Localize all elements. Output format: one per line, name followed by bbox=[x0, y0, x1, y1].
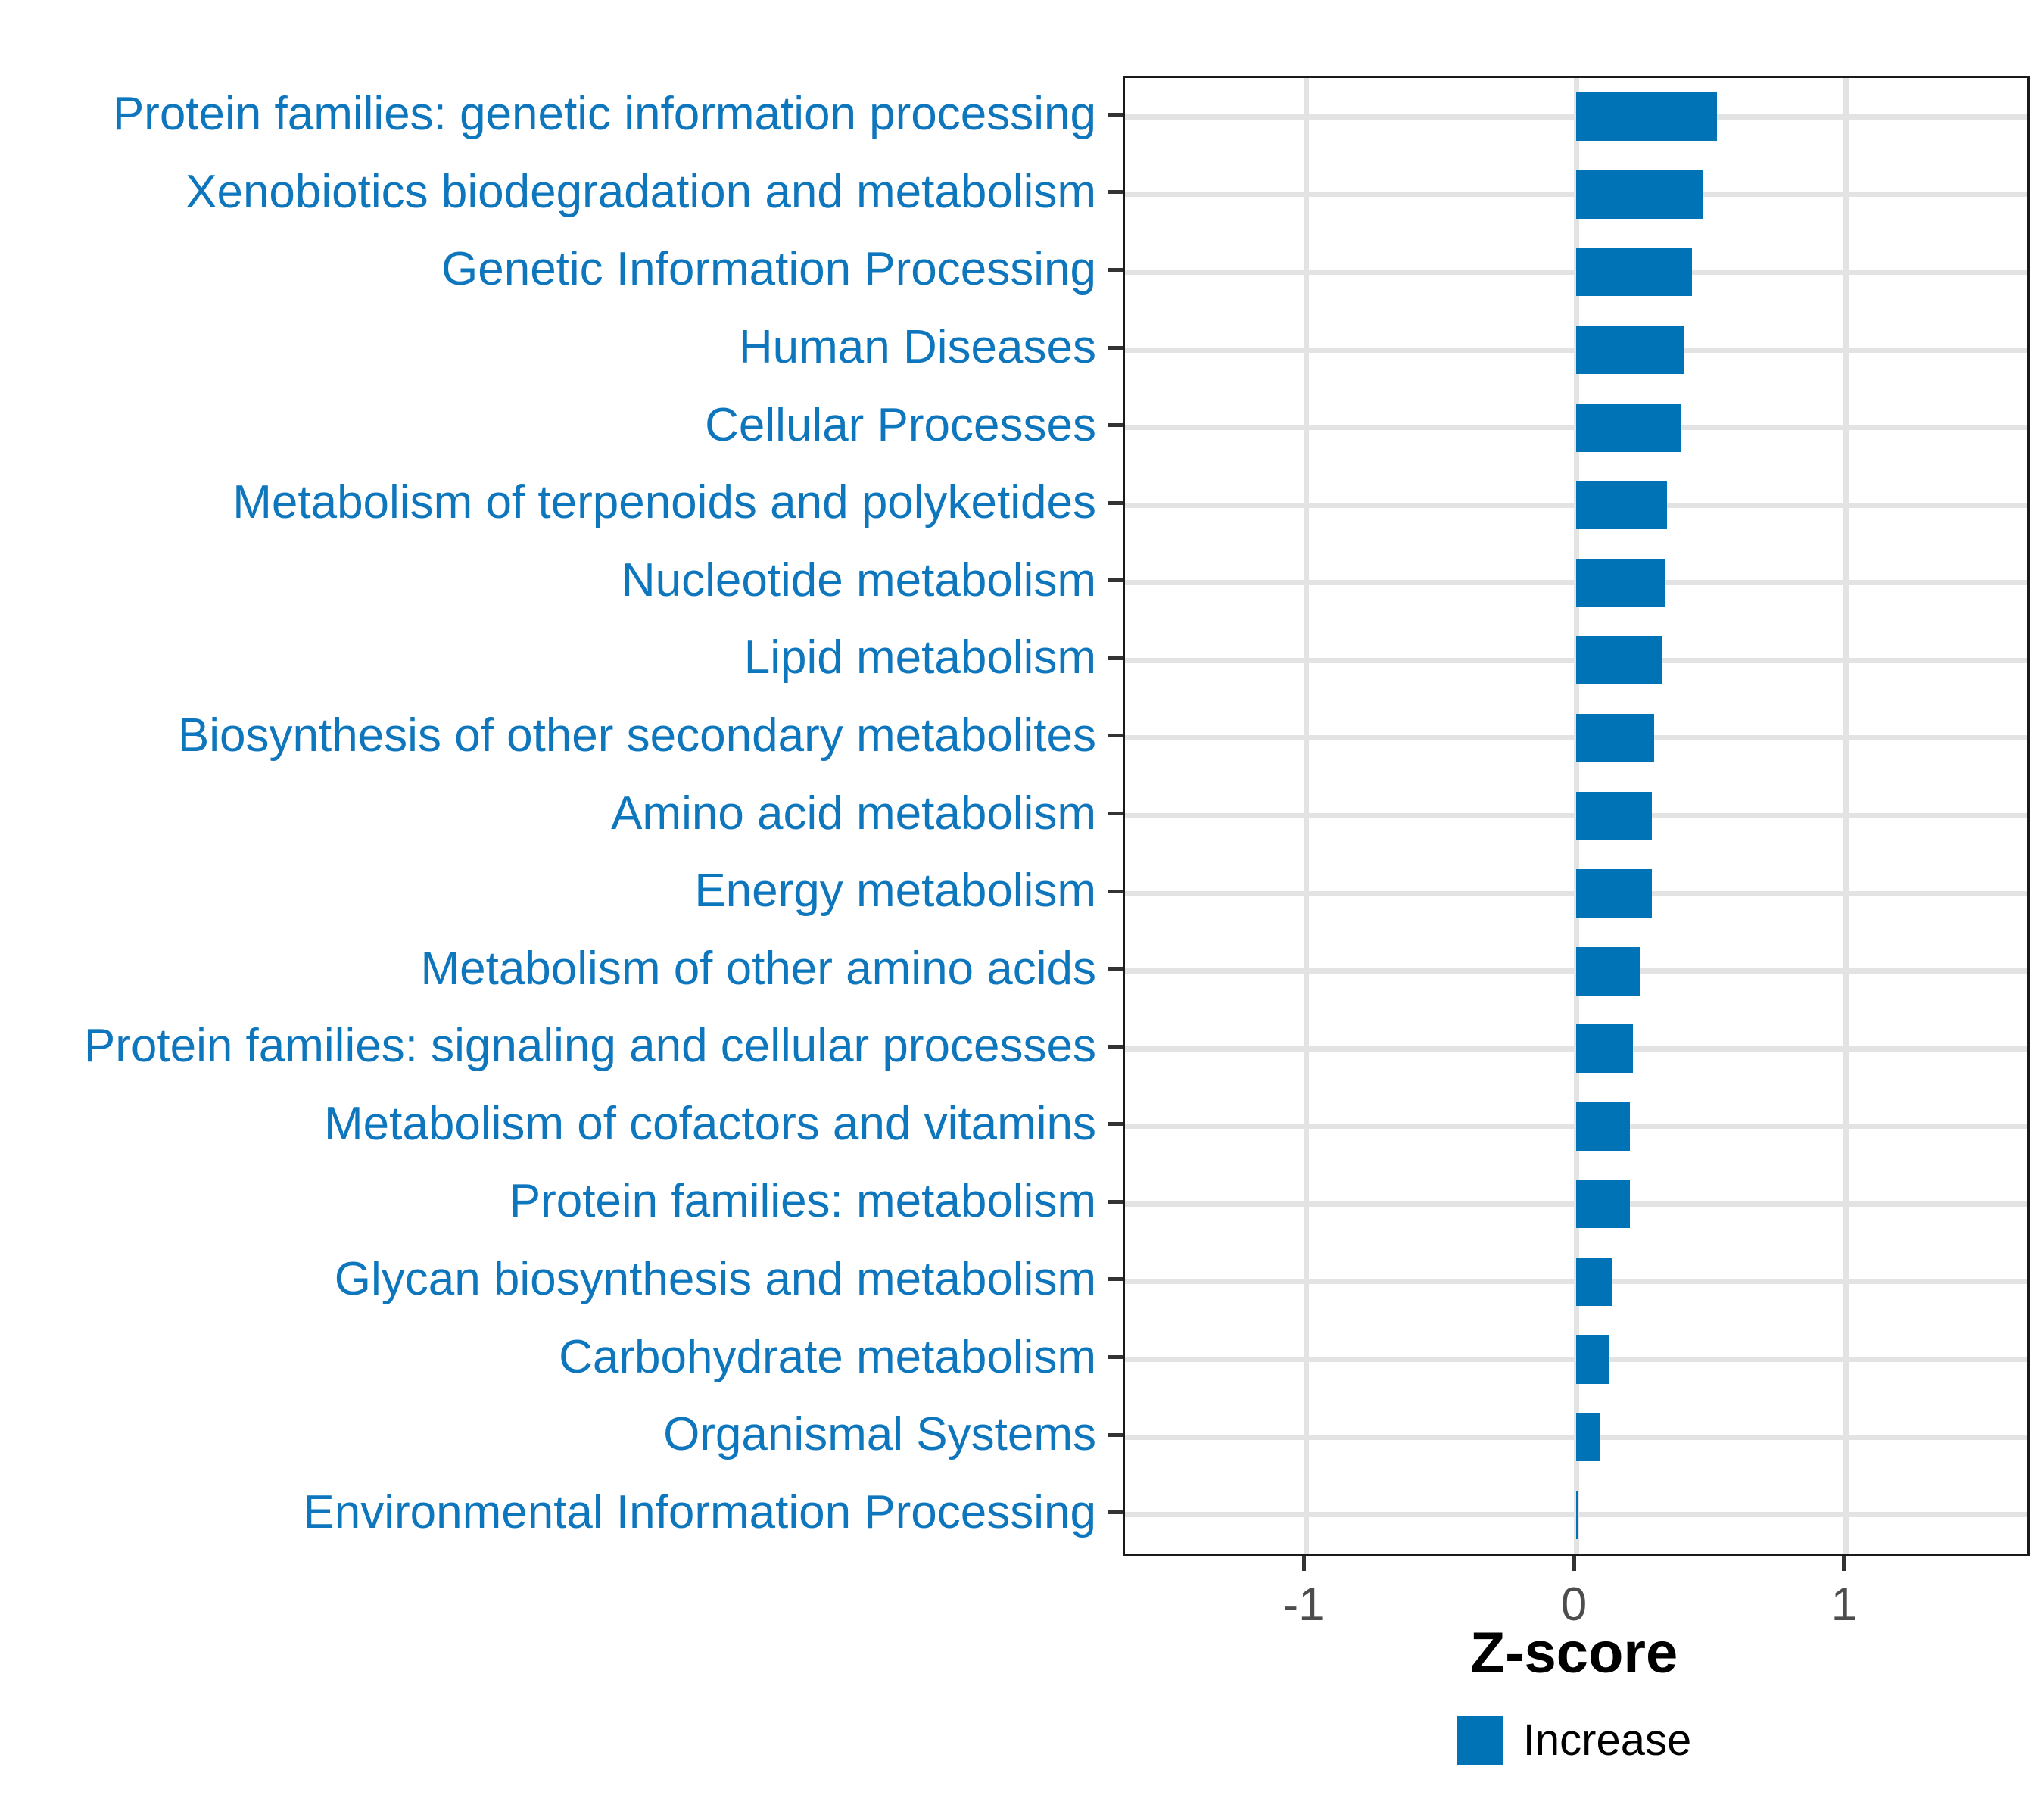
y-tick-mark bbox=[1108, 967, 1125, 971]
x-tick-label: -1 bbox=[1282, 1579, 1325, 1631]
bar bbox=[1576, 481, 1667, 530]
category-label: Biosynthesis of other secondary metaboli… bbox=[177, 709, 1096, 762]
bar bbox=[1576, 713, 1655, 762]
x-tick-mark bbox=[1572, 1556, 1576, 1571]
legend: Increase bbox=[1123, 1715, 2025, 1766]
y-tick-mark bbox=[1108, 267, 1125, 272]
bar bbox=[1576, 326, 1684, 375]
y-tick-mark bbox=[1108, 578, 1125, 583]
bar bbox=[1576, 636, 1663, 685]
bar bbox=[1576, 1490, 1578, 1539]
category-label: Genetic Information Processing bbox=[441, 243, 1096, 296]
y-tick-mark bbox=[1108, 1277, 1125, 1282]
category-label: Environmental Information Processing bbox=[303, 1485, 1096, 1538]
bar bbox=[1576, 791, 1652, 840]
bar bbox=[1576, 1335, 1609, 1384]
category-label: Carbohydrate metabolism bbox=[559, 1330, 1096, 1383]
category-label: Metabolism of cofactors and vitamins bbox=[324, 1097, 1096, 1150]
category-label: Human Diseases bbox=[738, 321, 1096, 374]
x-tick-mark bbox=[1301, 1556, 1306, 1571]
bar bbox=[1576, 403, 1682, 452]
bar bbox=[1576, 1180, 1631, 1229]
x-tick-label: 1 bbox=[1831, 1579, 1858, 1631]
bar bbox=[1576, 248, 1693, 297]
category-label: Protein families: genetic information pr… bbox=[112, 88, 1096, 141]
bar bbox=[1576, 170, 1703, 219]
category-label: Protein families: signaling and cellular… bbox=[83, 1020, 1096, 1073]
category-label: Metabolism of other amino acids bbox=[420, 942, 1096, 995]
bar bbox=[1576, 92, 1717, 142]
bar bbox=[1576, 1413, 1601, 1462]
category-label: Amino acid metabolism bbox=[611, 787, 1096, 840]
category-label: Metabolism of terpenoids and polyketides bbox=[232, 476, 1096, 529]
bar bbox=[1576, 1102, 1631, 1151]
category-label: Xenobiotics biodegradation and metabolis… bbox=[185, 165, 1096, 218]
category-label: Energy metabolism bbox=[694, 865, 1096, 918]
y-tick-mark bbox=[1108, 500, 1125, 505]
y-tick-mark bbox=[1108, 1432, 1125, 1437]
x-axis-title: Z-score bbox=[1469, 1621, 1678, 1685]
y-tick-mark bbox=[1108, 812, 1125, 815]
x-tick-label: 0 bbox=[1560, 1579, 1588, 1631]
y-tick-mark bbox=[1108, 112, 1125, 117]
bar bbox=[1576, 1257, 1613, 1306]
y-tick-mark bbox=[1108, 1355, 1125, 1360]
y-tick-mark bbox=[1108, 1510, 1125, 1515]
legend-increase-label: Increase bbox=[1522, 1716, 1692, 1765]
category-label: Cellular Processes bbox=[705, 398, 1096, 451]
category-label: Lipid metabolism bbox=[743, 631, 1096, 684]
legend-increase-swatch bbox=[1456, 1716, 1503, 1765]
y-tick-mark bbox=[1108, 1122, 1125, 1127]
bar bbox=[1576, 869, 1652, 918]
x-tick-mark bbox=[1842, 1556, 1846, 1571]
category-label: Nucleotide metabolism bbox=[621, 553, 1096, 606]
bar bbox=[1576, 946, 1640, 996]
y-tick-mark bbox=[1108, 889, 1125, 893]
y-tick-mark bbox=[1108, 423, 1125, 428]
bar bbox=[1576, 558, 1665, 607]
chart-panel bbox=[1123, 76, 2030, 1556]
y-tick-mark bbox=[1108, 190, 1125, 195]
y-tick-mark bbox=[1108, 656, 1125, 660]
y-tick-mark bbox=[1108, 734, 1125, 738]
bar bbox=[1576, 1024, 1633, 1074]
y-tick-mark bbox=[1108, 1044, 1125, 1049]
category-label: Protein families: metabolism bbox=[509, 1175, 1096, 1228]
category-label: Glycan biosynthesis and metabolism bbox=[334, 1252, 1096, 1305]
y-tick-mark bbox=[1108, 345, 1125, 350]
y-tick-mark bbox=[1108, 1199, 1125, 1204]
category-label: Organismal Systems bbox=[663, 1408, 1096, 1461]
